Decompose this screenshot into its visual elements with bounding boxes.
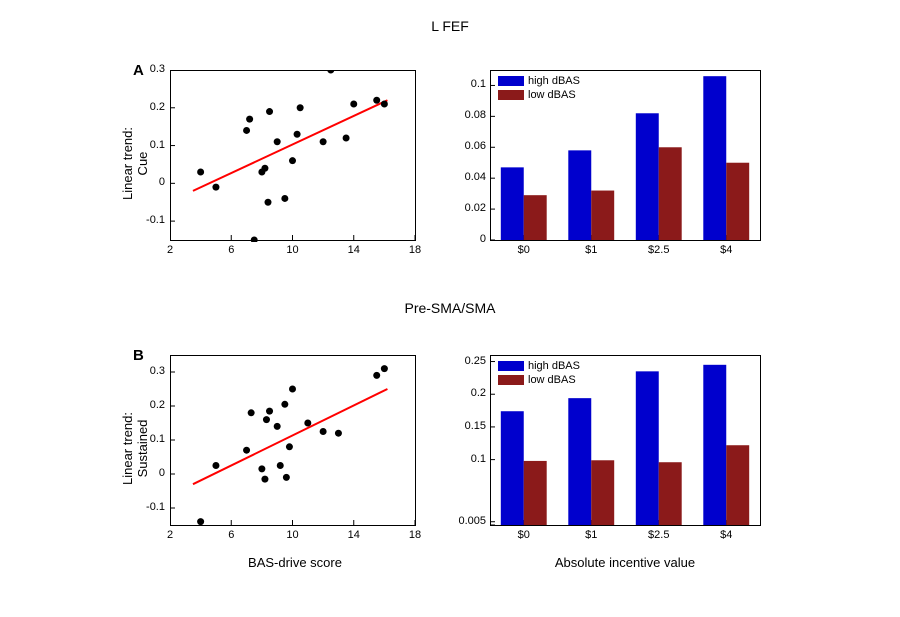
ytick-label: 0 <box>448 233 486 245</box>
xtick-label: $4 <box>706 529 746 541</box>
xtick-label: 14 <box>342 529 366 541</box>
legend-text: low dBAS <box>528 88 576 102</box>
ytick-label: 0.2 <box>135 101 165 113</box>
ytick-label: 0.15 <box>448 420 486 432</box>
ytick-label: 0.02 <box>448 202 486 214</box>
legend-swatch <box>498 90 524 100</box>
bars-a-legend: high dBASlow dBAS <box>498 74 580 102</box>
scatter-a-svg <box>170 70 417 242</box>
xtick-label: 10 <box>281 244 305 256</box>
legend-item: high dBAS <box>498 359 580 373</box>
legend-swatch <box>498 375 524 385</box>
legend-swatch <box>498 76 524 86</box>
panel-b-label: B <box>133 347 144 364</box>
ytick-label: 0.1 <box>448 78 486 90</box>
xtick-label: 10 <box>281 529 305 541</box>
scatter-b-xlabel: BAS-drive score <box>195 555 395 570</box>
ytick-label: 0.3 <box>135 63 165 75</box>
xtick-label: 2 <box>158 529 182 541</box>
xtick-label: $2.5 <box>639 529 679 541</box>
xtick-label: 6 <box>219 529 243 541</box>
xtick-label: $1 <box>571 529 611 541</box>
ytick-label: 0.06 <box>448 140 486 152</box>
xtick-label: $2.5 <box>639 244 679 256</box>
xtick-label: 18 <box>403 529 427 541</box>
xtick-label: $4 <box>706 244 746 256</box>
title-mid: Pre-SMA/SMA <box>365 300 535 316</box>
bars-b-legend: high dBASlow dBAS <box>498 359 580 387</box>
bars-b-xlabel: Absolute incentive value <box>525 555 725 570</box>
xtick-label: $1 <box>571 244 611 256</box>
ytick-label: -0.1 <box>135 501 165 513</box>
legend-swatch <box>498 361 524 371</box>
xtick-label: $0 <box>504 529 544 541</box>
legend-text: high dBAS <box>528 359 580 373</box>
ytick-label: 0.08 <box>448 109 486 121</box>
ytick-label: 0.2 <box>135 399 165 411</box>
ytick-label: 0 <box>135 467 165 479</box>
legend-text: low dBAS <box>528 373 576 387</box>
ytick-label: 0.04 <box>448 171 486 183</box>
xtick-label: 6 <box>219 244 243 256</box>
ytick-label: 0.005 <box>448 515 486 527</box>
ytick-label: 0.2 <box>448 387 486 399</box>
ytick-label: 0.3 <box>135 365 165 377</box>
ytick-label: 0 <box>135 176 165 188</box>
ytick-label: 0.1 <box>448 453 486 465</box>
xtick-label: 2 <box>158 244 182 256</box>
ytick-label: 0.1 <box>135 139 165 151</box>
xtick-label: 14 <box>342 244 366 256</box>
legend-item: low dBAS <box>498 373 580 387</box>
ytick-label: 0.25 <box>448 355 486 367</box>
legend-item: low dBAS <box>498 88 580 102</box>
xtick-label: $0 <box>504 244 544 256</box>
xtick-label: 18 <box>403 244 427 256</box>
title-top: L FEF <box>380 18 520 34</box>
legend-item: high dBAS <box>498 74 580 88</box>
legend-text: high dBAS <box>528 74 580 88</box>
ytick-label: -0.1 <box>135 214 165 226</box>
scatter-b-svg <box>170 355 417 527</box>
ytick-label: 0.1 <box>135 433 165 445</box>
